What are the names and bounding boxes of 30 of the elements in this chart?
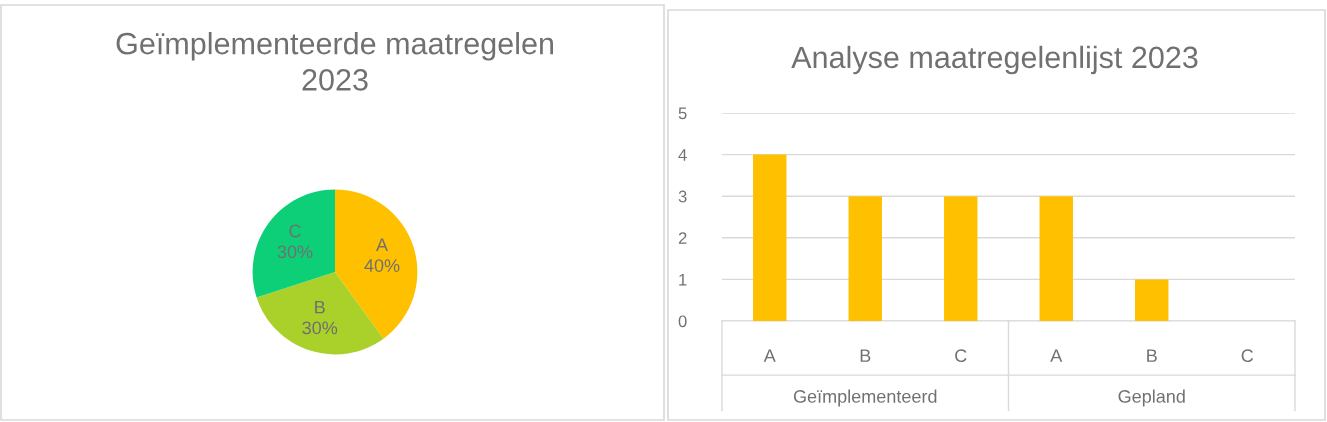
bar (848, 196, 882, 321)
x-tick-label: C (1241, 349, 1254, 363)
y-tick-label: 1 (679, 273, 687, 286)
x-tick-label: A (763, 349, 776, 362)
text: Gepland (1118, 389, 1185, 407)
data-label: 30% (302, 321, 338, 335)
y-tick-label: 0 (678, 315, 687, 328)
pie-slice (252, 189, 335, 298)
text: Geïmplementeerd (793, 389, 937, 407)
slice-label: A (376, 238, 389, 252)
bar (1039, 196, 1073, 321)
y-tick-label: 4 (678, 149, 687, 161)
data-label: 40% (364, 259, 400, 272)
slice-label: B (315, 300, 325, 314)
pie-slice (335, 189, 418, 339)
y-tick-label: 3 (678, 190, 687, 203)
chart-title: Analyse maatregelenlijst 2023 (791, 45, 1198, 75)
y-tick-label: 5 (678, 107, 687, 120)
bar (1135, 279, 1169, 321)
pie-slice (256, 272, 384, 355)
x-tick-label: B (1147, 349, 1157, 362)
bar (944, 196, 978, 321)
x-tick-label: B (860, 349, 871, 362)
x-tick-label: C (955, 349, 967, 363)
bar (753, 154, 787, 321)
data-label: 30% (277, 245, 313, 259)
y-tick-label: 2 (678, 232, 687, 244)
chart-title: Geïmplementeerde maatregelen 2023 (116, 32, 553, 91)
x-tick-label: A (1050, 349, 1063, 362)
slice-label: C (289, 224, 301, 238)
